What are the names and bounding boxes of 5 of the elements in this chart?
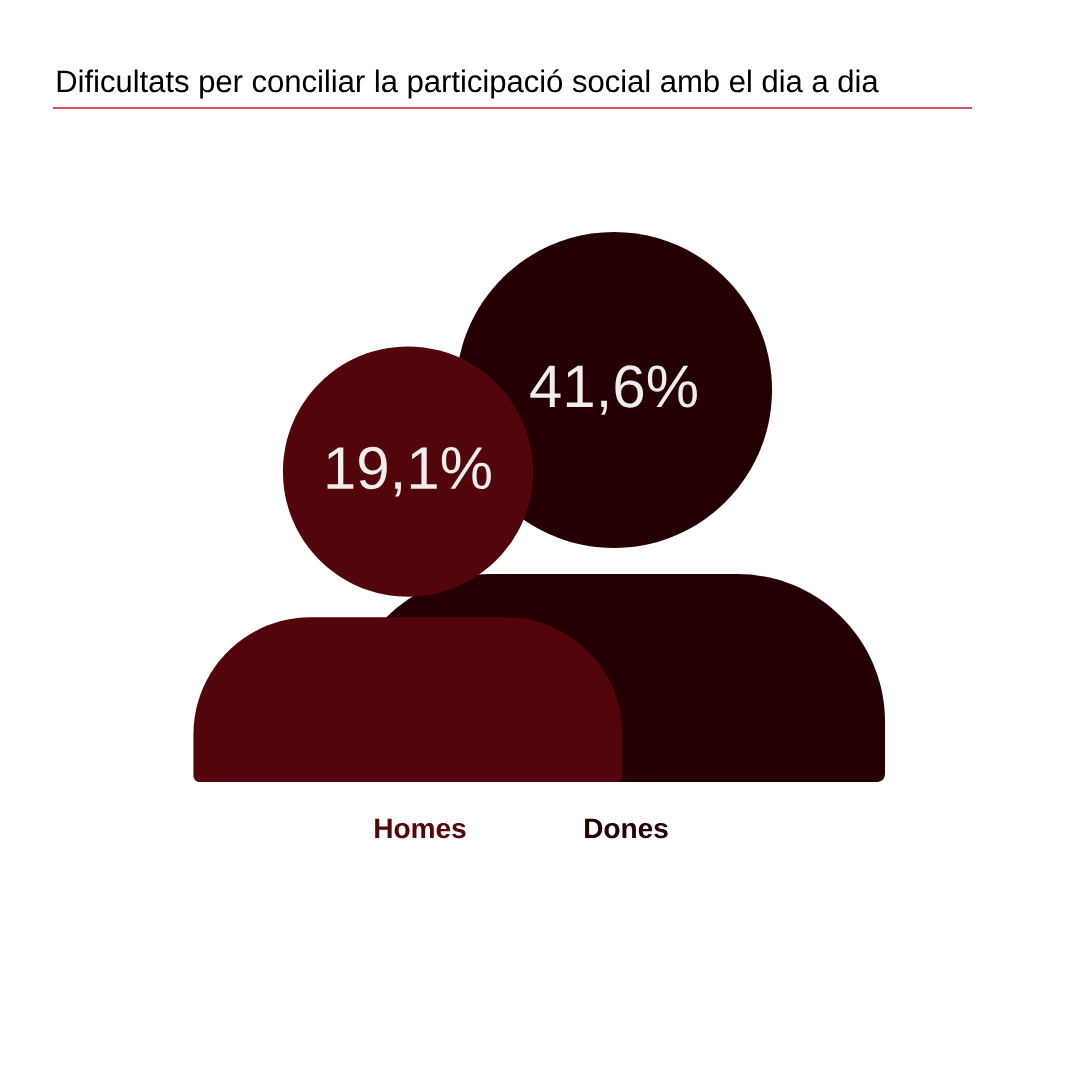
- category-label: Dones: [585, 818, 668, 839]
- text: Dificultats per conciliar la participació social amb el dia a dia: [57, 69, 879, 99]
- data-label: 19,1%: [327, 446, 491, 497]
- category-label: Homes: [375, 818, 466, 839]
- data-label: 41,6%: [530, 365, 697, 415]
